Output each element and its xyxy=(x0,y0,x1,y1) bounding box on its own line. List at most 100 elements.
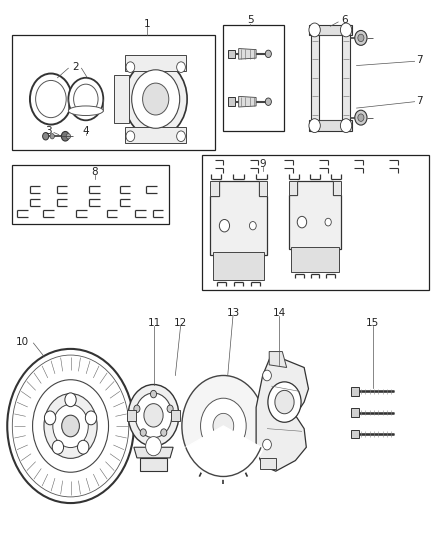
Polygon shape xyxy=(289,181,341,249)
Circle shape xyxy=(132,70,180,128)
Bar xyxy=(228,50,235,58)
Bar xyxy=(351,408,359,417)
Text: 12: 12 xyxy=(174,318,187,328)
Bar xyxy=(210,181,219,196)
Circle shape xyxy=(340,23,352,37)
Wedge shape xyxy=(184,426,263,479)
Circle shape xyxy=(66,134,71,139)
Circle shape xyxy=(268,382,301,422)
Bar xyxy=(12,165,169,224)
Polygon shape xyxy=(342,25,350,131)
Bar xyxy=(12,35,215,150)
Bar xyxy=(258,181,267,196)
Text: 15: 15 xyxy=(366,318,379,328)
Circle shape xyxy=(355,30,367,45)
Circle shape xyxy=(213,414,234,439)
Text: 7: 7 xyxy=(417,95,423,106)
Circle shape xyxy=(126,62,135,72)
Polygon shape xyxy=(308,25,352,35)
Circle shape xyxy=(340,119,352,133)
Circle shape xyxy=(12,355,129,497)
Text: 11: 11 xyxy=(148,318,161,328)
Polygon shape xyxy=(256,354,308,471)
Text: 10: 10 xyxy=(16,337,29,347)
Circle shape xyxy=(140,429,146,437)
Circle shape xyxy=(44,411,56,425)
Circle shape xyxy=(201,398,246,454)
Ellipse shape xyxy=(68,106,103,116)
Circle shape xyxy=(53,405,88,448)
Circle shape xyxy=(74,84,98,114)
Text: 5: 5 xyxy=(247,15,254,26)
Circle shape xyxy=(355,110,367,125)
Bar xyxy=(201,155,428,290)
Circle shape xyxy=(167,405,173,413)
Circle shape xyxy=(358,114,364,122)
Circle shape xyxy=(78,440,89,454)
Polygon shape xyxy=(210,181,267,255)
Text: 7: 7 xyxy=(417,55,423,65)
Circle shape xyxy=(143,83,169,115)
Circle shape xyxy=(263,439,272,450)
Circle shape xyxy=(44,393,97,458)
Text: 13: 13 xyxy=(226,308,240,318)
Text: 1: 1 xyxy=(144,19,150,29)
Circle shape xyxy=(325,219,331,226)
Circle shape xyxy=(182,375,265,477)
Circle shape xyxy=(297,216,307,228)
Circle shape xyxy=(144,403,163,427)
Polygon shape xyxy=(239,49,256,59)
Circle shape xyxy=(161,429,167,437)
Polygon shape xyxy=(261,458,276,469)
Polygon shape xyxy=(141,458,166,471)
Circle shape xyxy=(32,379,109,472)
Circle shape xyxy=(65,393,76,407)
Circle shape xyxy=(219,220,230,232)
Bar xyxy=(228,98,235,106)
Circle shape xyxy=(265,98,272,106)
Circle shape xyxy=(85,411,97,425)
Text: 9: 9 xyxy=(259,159,266,169)
Circle shape xyxy=(135,393,172,438)
Polygon shape xyxy=(134,447,173,458)
Circle shape xyxy=(177,62,185,72)
Circle shape xyxy=(309,119,320,133)
Circle shape xyxy=(35,80,66,118)
Bar xyxy=(125,127,186,143)
Bar xyxy=(223,25,285,131)
Circle shape xyxy=(30,74,72,125)
Bar xyxy=(291,246,339,272)
Circle shape xyxy=(146,437,161,456)
Text: 2: 2 xyxy=(72,62,79,72)
Circle shape xyxy=(50,134,54,139)
Bar xyxy=(114,75,130,123)
Polygon shape xyxy=(269,352,287,368)
Circle shape xyxy=(62,415,79,437)
Polygon shape xyxy=(171,410,180,421)
Circle shape xyxy=(150,390,156,398)
Circle shape xyxy=(42,133,49,140)
Text: 14: 14 xyxy=(272,308,286,318)
Circle shape xyxy=(134,405,140,413)
Polygon shape xyxy=(239,96,256,107)
Bar xyxy=(351,430,359,438)
Circle shape xyxy=(275,390,294,414)
Circle shape xyxy=(177,131,185,142)
Circle shape xyxy=(52,440,64,454)
Text: 4: 4 xyxy=(82,126,89,136)
Polygon shape xyxy=(311,25,318,131)
Bar xyxy=(351,387,359,395)
Polygon shape xyxy=(308,120,352,131)
Circle shape xyxy=(128,384,179,446)
Circle shape xyxy=(68,78,103,120)
Circle shape xyxy=(249,222,256,230)
Text: 8: 8 xyxy=(91,167,98,177)
Circle shape xyxy=(309,23,320,37)
Circle shape xyxy=(263,370,272,381)
Circle shape xyxy=(124,61,187,138)
Circle shape xyxy=(358,34,364,42)
Bar xyxy=(289,181,297,195)
Circle shape xyxy=(126,131,135,142)
Polygon shape xyxy=(127,410,136,421)
Bar xyxy=(125,55,186,71)
